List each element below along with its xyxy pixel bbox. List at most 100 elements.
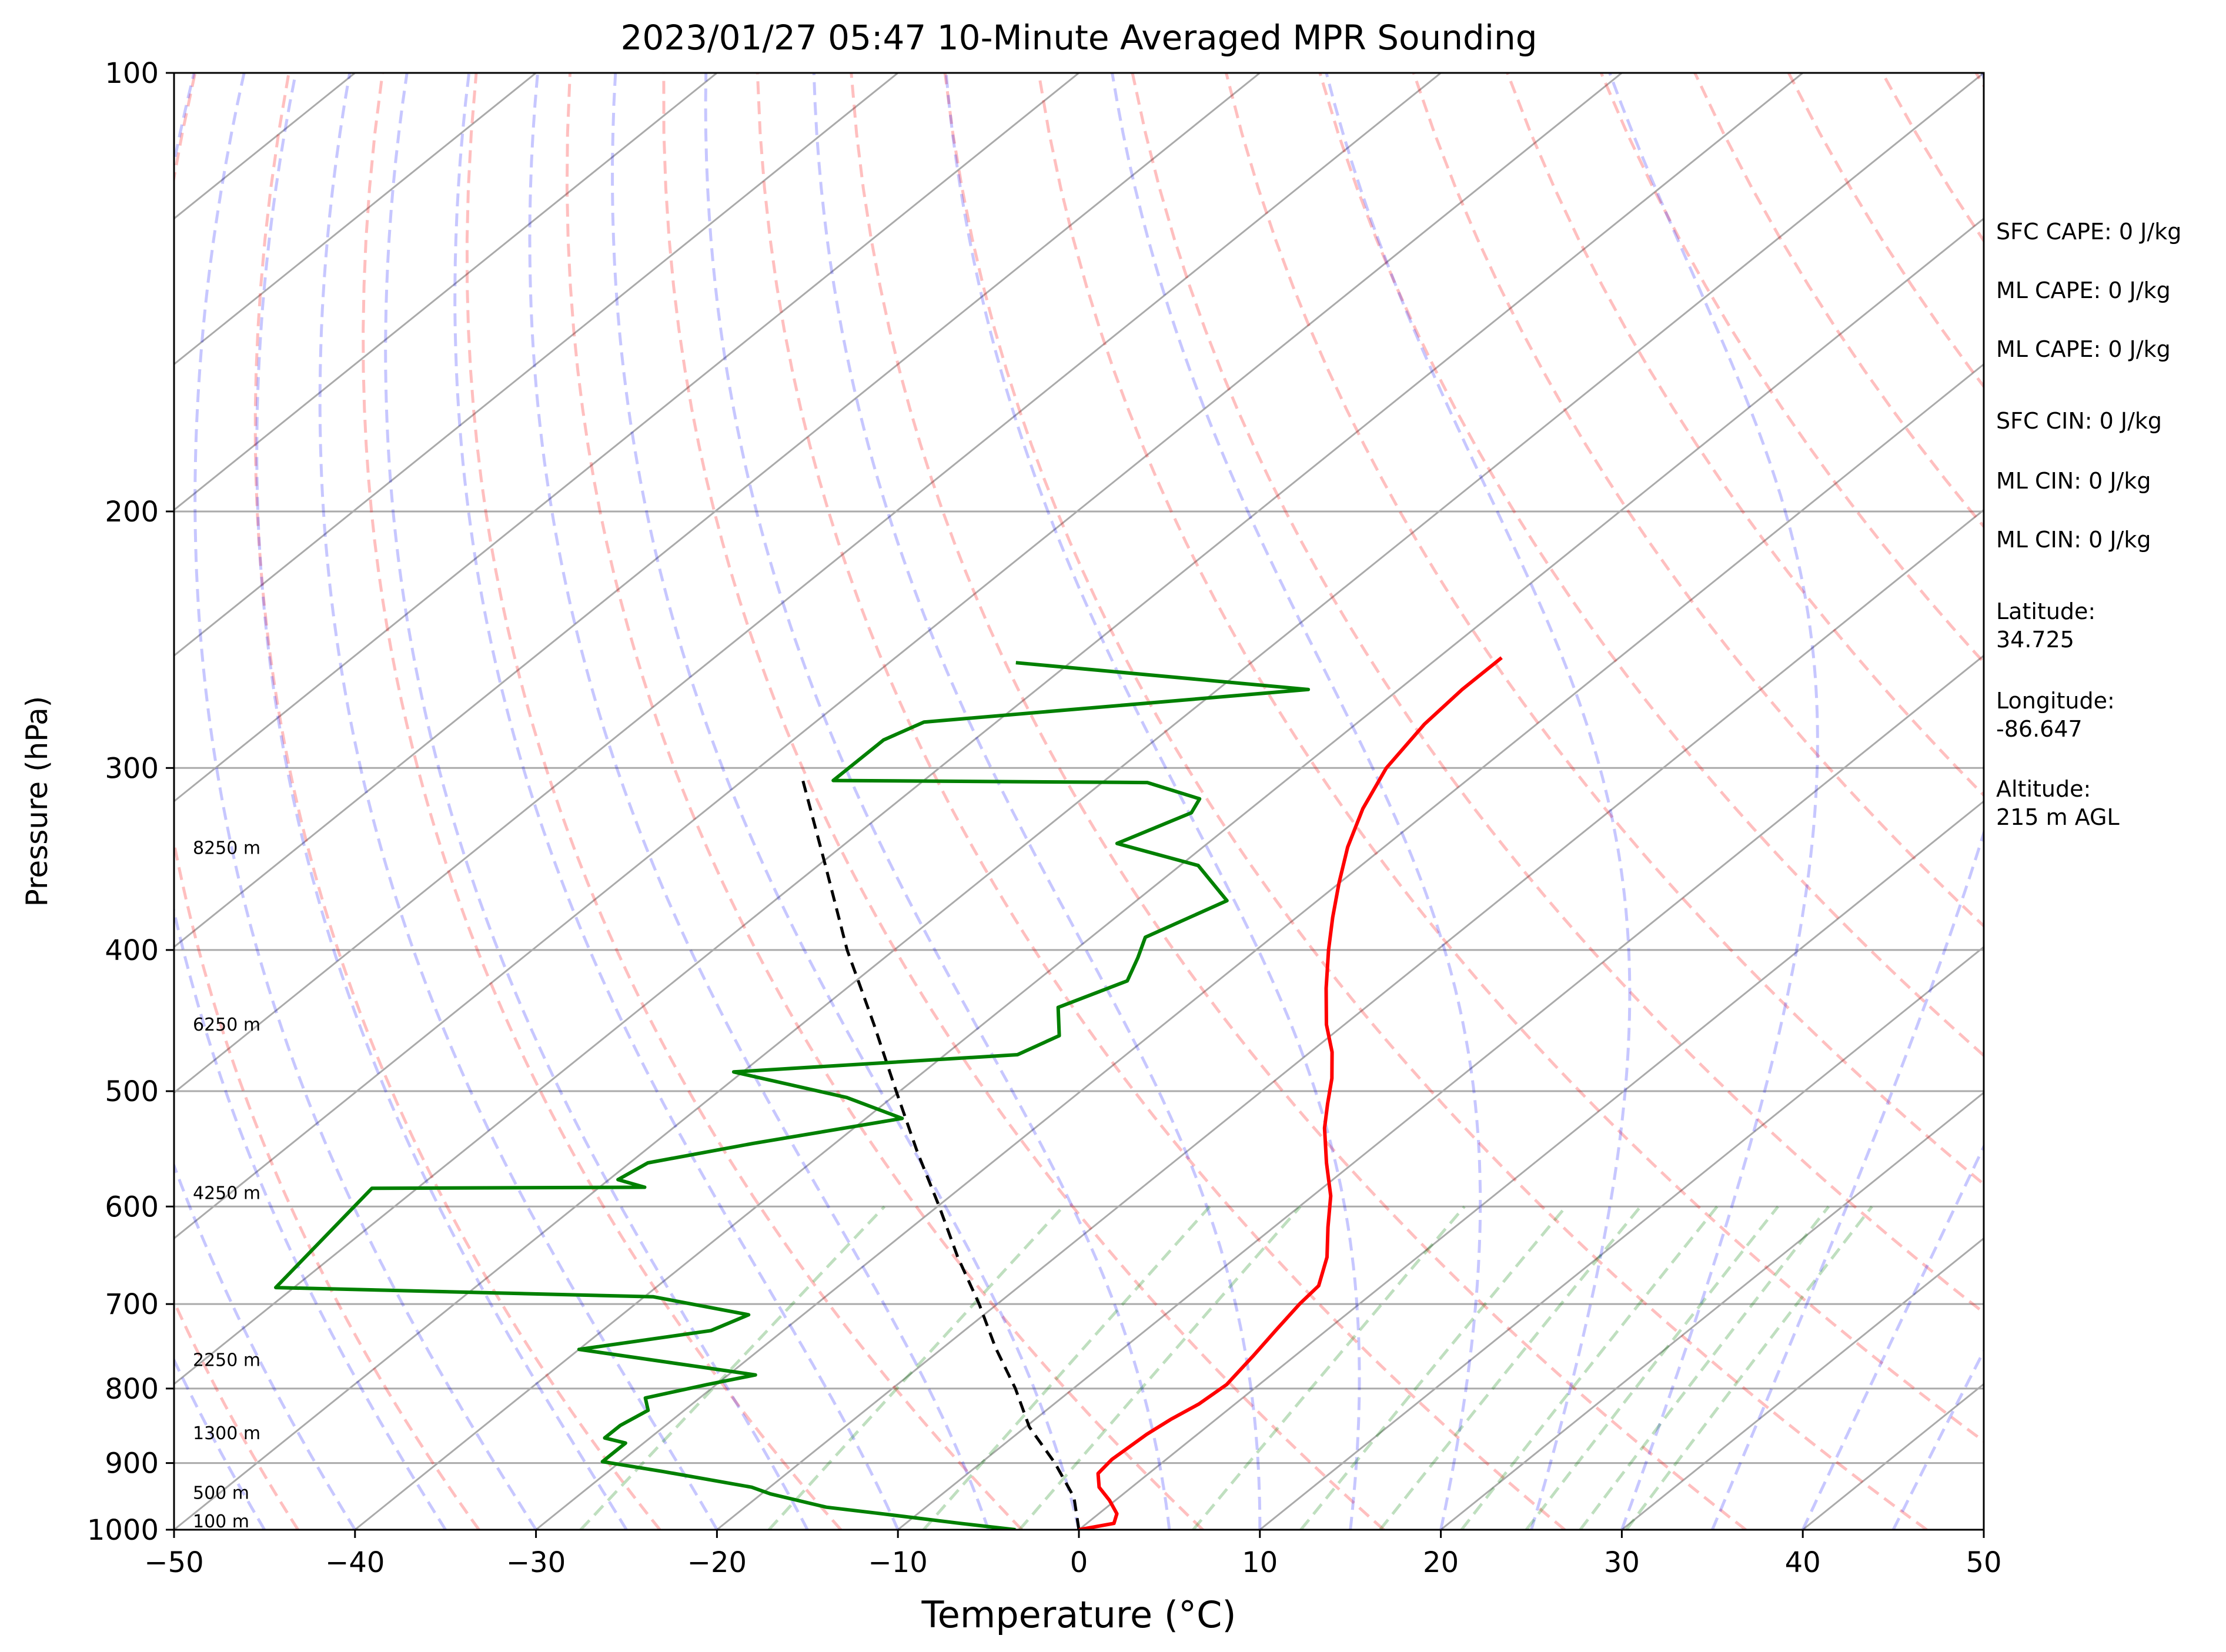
- dry-adiabat-380: [1506, 73, 1984, 798]
- y-tick-label: 600: [105, 1190, 159, 1223]
- x-tick-label: 10: [1242, 1546, 1278, 1579]
- isotherm-10: [1259, 945, 1984, 1530]
- isotherm-0: [1078, 800, 1984, 1530]
- altitude-value: Altitude: 215 m AGL: [1996, 776, 2120, 830]
- sfc-cape-value: SFC CAPE: 0 J/kg: [1996, 219, 2182, 245]
- ml-cin-value: ML CIN: 0 J/kg: [1996, 468, 2151, 494]
- mixing-ratio-3: [1018, 1205, 1302, 1530]
- dry-adiabat-330: [1037, 73, 1984, 1443]
- x-tick-label: 20: [1423, 1546, 1459, 1579]
- dry-adiabat-270: [465, 73, 1023, 1530]
- height-label: 4250 m: [193, 1183, 260, 1203]
- isotherm--110: [174, 73, 899, 657]
- mixing-ratio-16: [1460, 1205, 1719, 1530]
- mixing-ratio-6: [1192, 1205, 1466, 1530]
- moist-adiabat--15: [384, 73, 809, 1530]
- sfc-cin-value: SFC CIN: 0 J/kg: [1996, 408, 2163, 434]
- mixing-ratio-24: [1579, 1205, 1830, 1530]
- dry-adiabat-250: [253, 73, 661, 1530]
- dry-adiabat-360: [1318, 73, 1984, 1058]
- x-tick-label: −50: [144, 1546, 203, 1579]
- y-tick-label: 700: [105, 1288, 159, 1321]
- moist-adiabat-20: [1111, 73, 1482, 1530]
- dry-adiabat-240: [174, 73, 480, 1530]
- ml-cape-value: ML CAPE: 0 J/kg: [1996, 277, 2171, 303]
- y-axis-label: Pressure (hPa): [20, 696, 54, 907]
- moist-adiabat--25: [255, 73, 628, 1530]
- isotherm--90: [174, 73, 1261, 948]
- height-label: 2250 m: [193, 1350, 260, 1371]
- height-labels: 100 m 500 m 1300 m 2250 m 4250 m 6250 m 8250 m: [193, 838, 260, 1532]
- x-tick-label: −10: [868, 1546, 928, 1579]
- dewpoint-profile-line: [274, 661, 1311, 1530]
- x-tick-label: 50: [1966, 1546, 2001, 1579]
- isotherm-30: [1621, 1237, 1984, 1530]
- moist-adiabat-15: [944, 73, 1361, 1530]
- x-tick-label: −30: [506, 1546, 566, 1579]
- isotherm--80: [174, 73, 1442, 1094]
- mixing-ratio-1: [767, 1205, 1065, 1530]
- dry-adiabat-260: [362, 73, 843, 1530]
- height-label: 1300 m: [193, 1423, 260, 1444]
- isotherm--50: [174, 73, 1984, 1530]
- dry-adiabat-450: [2164, 73, 2226, 1530]
- moist-adiabat--30: [193, 73, 537, 1530]
- dry-adiabat-390: [1599, 73, 1984, 665]
- mixing-ratio-9: [1299, 1205, 1567, 1530]
- moist-adiabat-5: [704, 73, 1171, 1530]
- moist-adiabat-35: [1710, 73, 1984, 1530]
- isotherm--30: [535, 363, 1984, 1530]
- y-tick-label: 900: [105, 1447, 159, 1480]
- latitude-value: Latitude: 34.725: [1996, 598, 2096, 653]
- chart-title: 2023/01/27 05:47 10-Minute Averaged MPR …: [620, 18, 1537, 58]
- dry-adiabat-350: [1225, 73, 1984, 1186]
- isotherm--10: [897, 654, 1984, 1530]
- dry-adiabat-310: [850, 73, 1747, 1530]
- moist-adiabat--5: [528, 73, 990, 1530]
- longitude-value: Longitude: -86.647: [1996, 688, 2115, 742]
- moist-adiabat-0: [611, 73, 1081, 1530]
- chart-grid: [174, 73, 2226, 1530]
- x-tick-label: 0: [1070, 1546, 1088, 1579]
- y-tick-label: 300: [105, 752, 159, 785]
- y-tick-label: 1000: [87, 1514, 159, 1547]
- mixing-ratio-2: [923, 1205, 1211, 1530]
- chart-series: [274, 656, 1503, 1530]
- ml-cape-value-2: ML CAPE: 0 J/kg: [1996, 336, 2171, 362]
- moist-adiabat--20: [318, 73, 718, 1530]
- mixing-ratio-12: [1379, 1205, 1642, 1530]
- dry-adiabat-320: [943, 73, 1928, 1530]
- mixing-ratio-28: [1625, 1205, 1873, 1530]
- isotherm--70: [174, 73, 1623, 1240]
- isotherm--100: [174, 73, 1079, 802]
- y-tick-label: 400: [105, 934, 159, 967]
- isotherm--120: [174, 73, 718, 511]
- dry-adiabat-340: [1131, 73, 1984, 1315]
- moist-adiabat--10: [453, 73, 900, 1530]
- y-tick-label: 800: [105, 1373, 159, 1406]
- x-tick-label: −20: [687, 1546, 747, 1579]
- isotherm--40: [354, 217, 1984, 1530]
- height-label: 500 m: [193, 1483, 249, 1504]
- temperature-profile-line: [1078, 656, 1503, 1530]
- y-tick-label: 200: [105, 496, 159, 529]
- height-label: 100 m: [193, 1511, 249, 1532]
- x-tick-label: −40: [325, 1546, 385, 1579]
- mixing-ratio-20: [1525, 1205, 1779, 1530]
- dry-adiabat-300: [756, 73, 1566, 1530]
- dry-adiabat-280: [565, 73, 1204, 1530]
- dry-adiabat-290: [662, 73, 1385, 1530]
- dry-adiabat-230: [174, 1298, 299, 1530]
- moist-adiabat-25: [1325, 73, 1632, 1530]
- isotherm-20: [1440, 1091, 1984, 1530]
- moist-adiabat--35: [174, 73, 447, 1530]
- x-tick-label: 30: [1604, 1546, 1640, 1579]
- moist-adiabat-30: [1608, 73, 1819, 1530]
- x-tick-label: 40: [1785, 1546, 1821, 1579]
- ml-cin-value-2: ML CIN: 0 J/kg: [1996, 527, 2151, 553]
- isotherm--20: [716, 509, 1984, 1530]
- isotherm--130: [174, 73, 537, 366]
- height-label: 6250 m: [193, 1015, 260, 1035]
- parcel-profile-line: [800, 774, 1081, 1530]
- height-label: 8250 m: [193, 838, 260, 859]
